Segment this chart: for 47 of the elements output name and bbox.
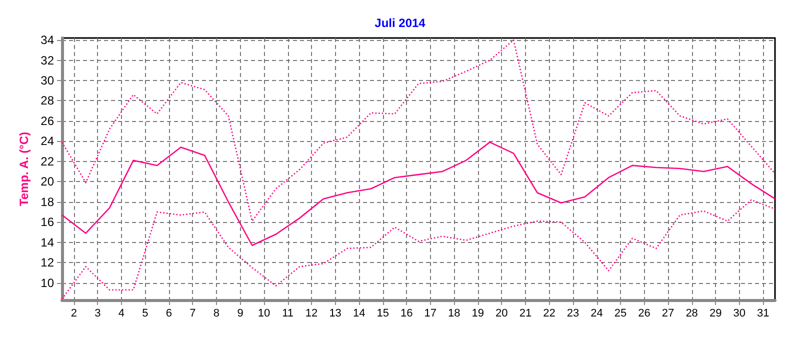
- y-tick-label: 22: [40, 154, 54, 168]
- x-tick-label: 20: [496, 308, 508, 320]
- x-tick-label: 21: [519, 308, 532, 320]
- y-tick-label: 32: [40, 53, 54, 68]
- y-axis-title: Temp. A. (°C): [16, 132, 31, 206]
- y-tick-label: 18: [40, 194, 54, 209]
- x-tick-label: 7: [190, 308, 196, 320]
- x-tick-label: 23: [566, 308, 580, 320]
- x-tick-label: 15: [376, 308, 389, 320]
- x-tick-label: 29: [709, 308, 722, 320]
- y-tick-label: 10: [40, 276, 54, 290]
- y-tick-label: 26: [40, 114, 54, 128]
- x-tick-label: 10: [258, 308, 270, 320]
- y-tick-label: 20: [40, 174, 54, 189]
- x-tick-label: 22: [543, 308, 556, 320]
- x-tick-label: 3: [94, 308, 101, 320]
- x-tick-label: 30: [733, 308, 746, 320]
- x-tick-label: 19: [472, 308, 484, 320]
- y-tick-label: 30: [40, 73, 54, 88]
- line-series: [61, 39, 776, 222]
- x-tick-label: 27: [662, 308, 674, 320]
- x-tick-label: 17: [424, 308, 437, 320]
- x-tick-label: 6: [166, 308, 172, 320]
- y-tick-label: 14: [40, 235, 54, 250]
- x-tick-label: 11: [282, 308, 294, 320]
- y-tick-label: 34: [40, 33, 54, 48]
- x-tick-label: 4: [118, 308, 124, 320]
- x-tick-label: 14: [352, 308, 366, 320]
- x-tick-label: 31: [756, 308, 770, 320]
- x-tick-label: 16: [400, 308, 413, 320]
- chart-title: Juli 2014: [374, 16, 426, 30]
- x-tick-label: 12: [305, 308, 318, 320]
- x-tick-label: 2: [70, 308, 77, 320]
- x-tick-label: 28: [686, 308, 698, 320]
- y-tick-label: 24: [40, 134, 54, 148]
- y-tick-label: 16: [40, 215, 54, 230]
- x-tick-label: 24: [590, 308, 603, 320]
- y-tick-label: 28: [40, 94, 54, 108]
- x-tick-label: 26: [638, 308, 650, 320]
- x-tick-label: 13: [329, 308, 342, 320]
- y-tick-label: 12: [40, 256, 54, 270]
- x-tick-label: 18: [448, 308, 460, 320]
- x-tick-label: 25: [614, 308, 627, 320]
- line-series: [61, 142, 776, 246]
- x-tick-label: 8: [213, 308, 220, 320]
- x-tick-label: 5: [142, 308, 148, 320]
- x-tick-label: 9: [237, 308, 244, 320]
